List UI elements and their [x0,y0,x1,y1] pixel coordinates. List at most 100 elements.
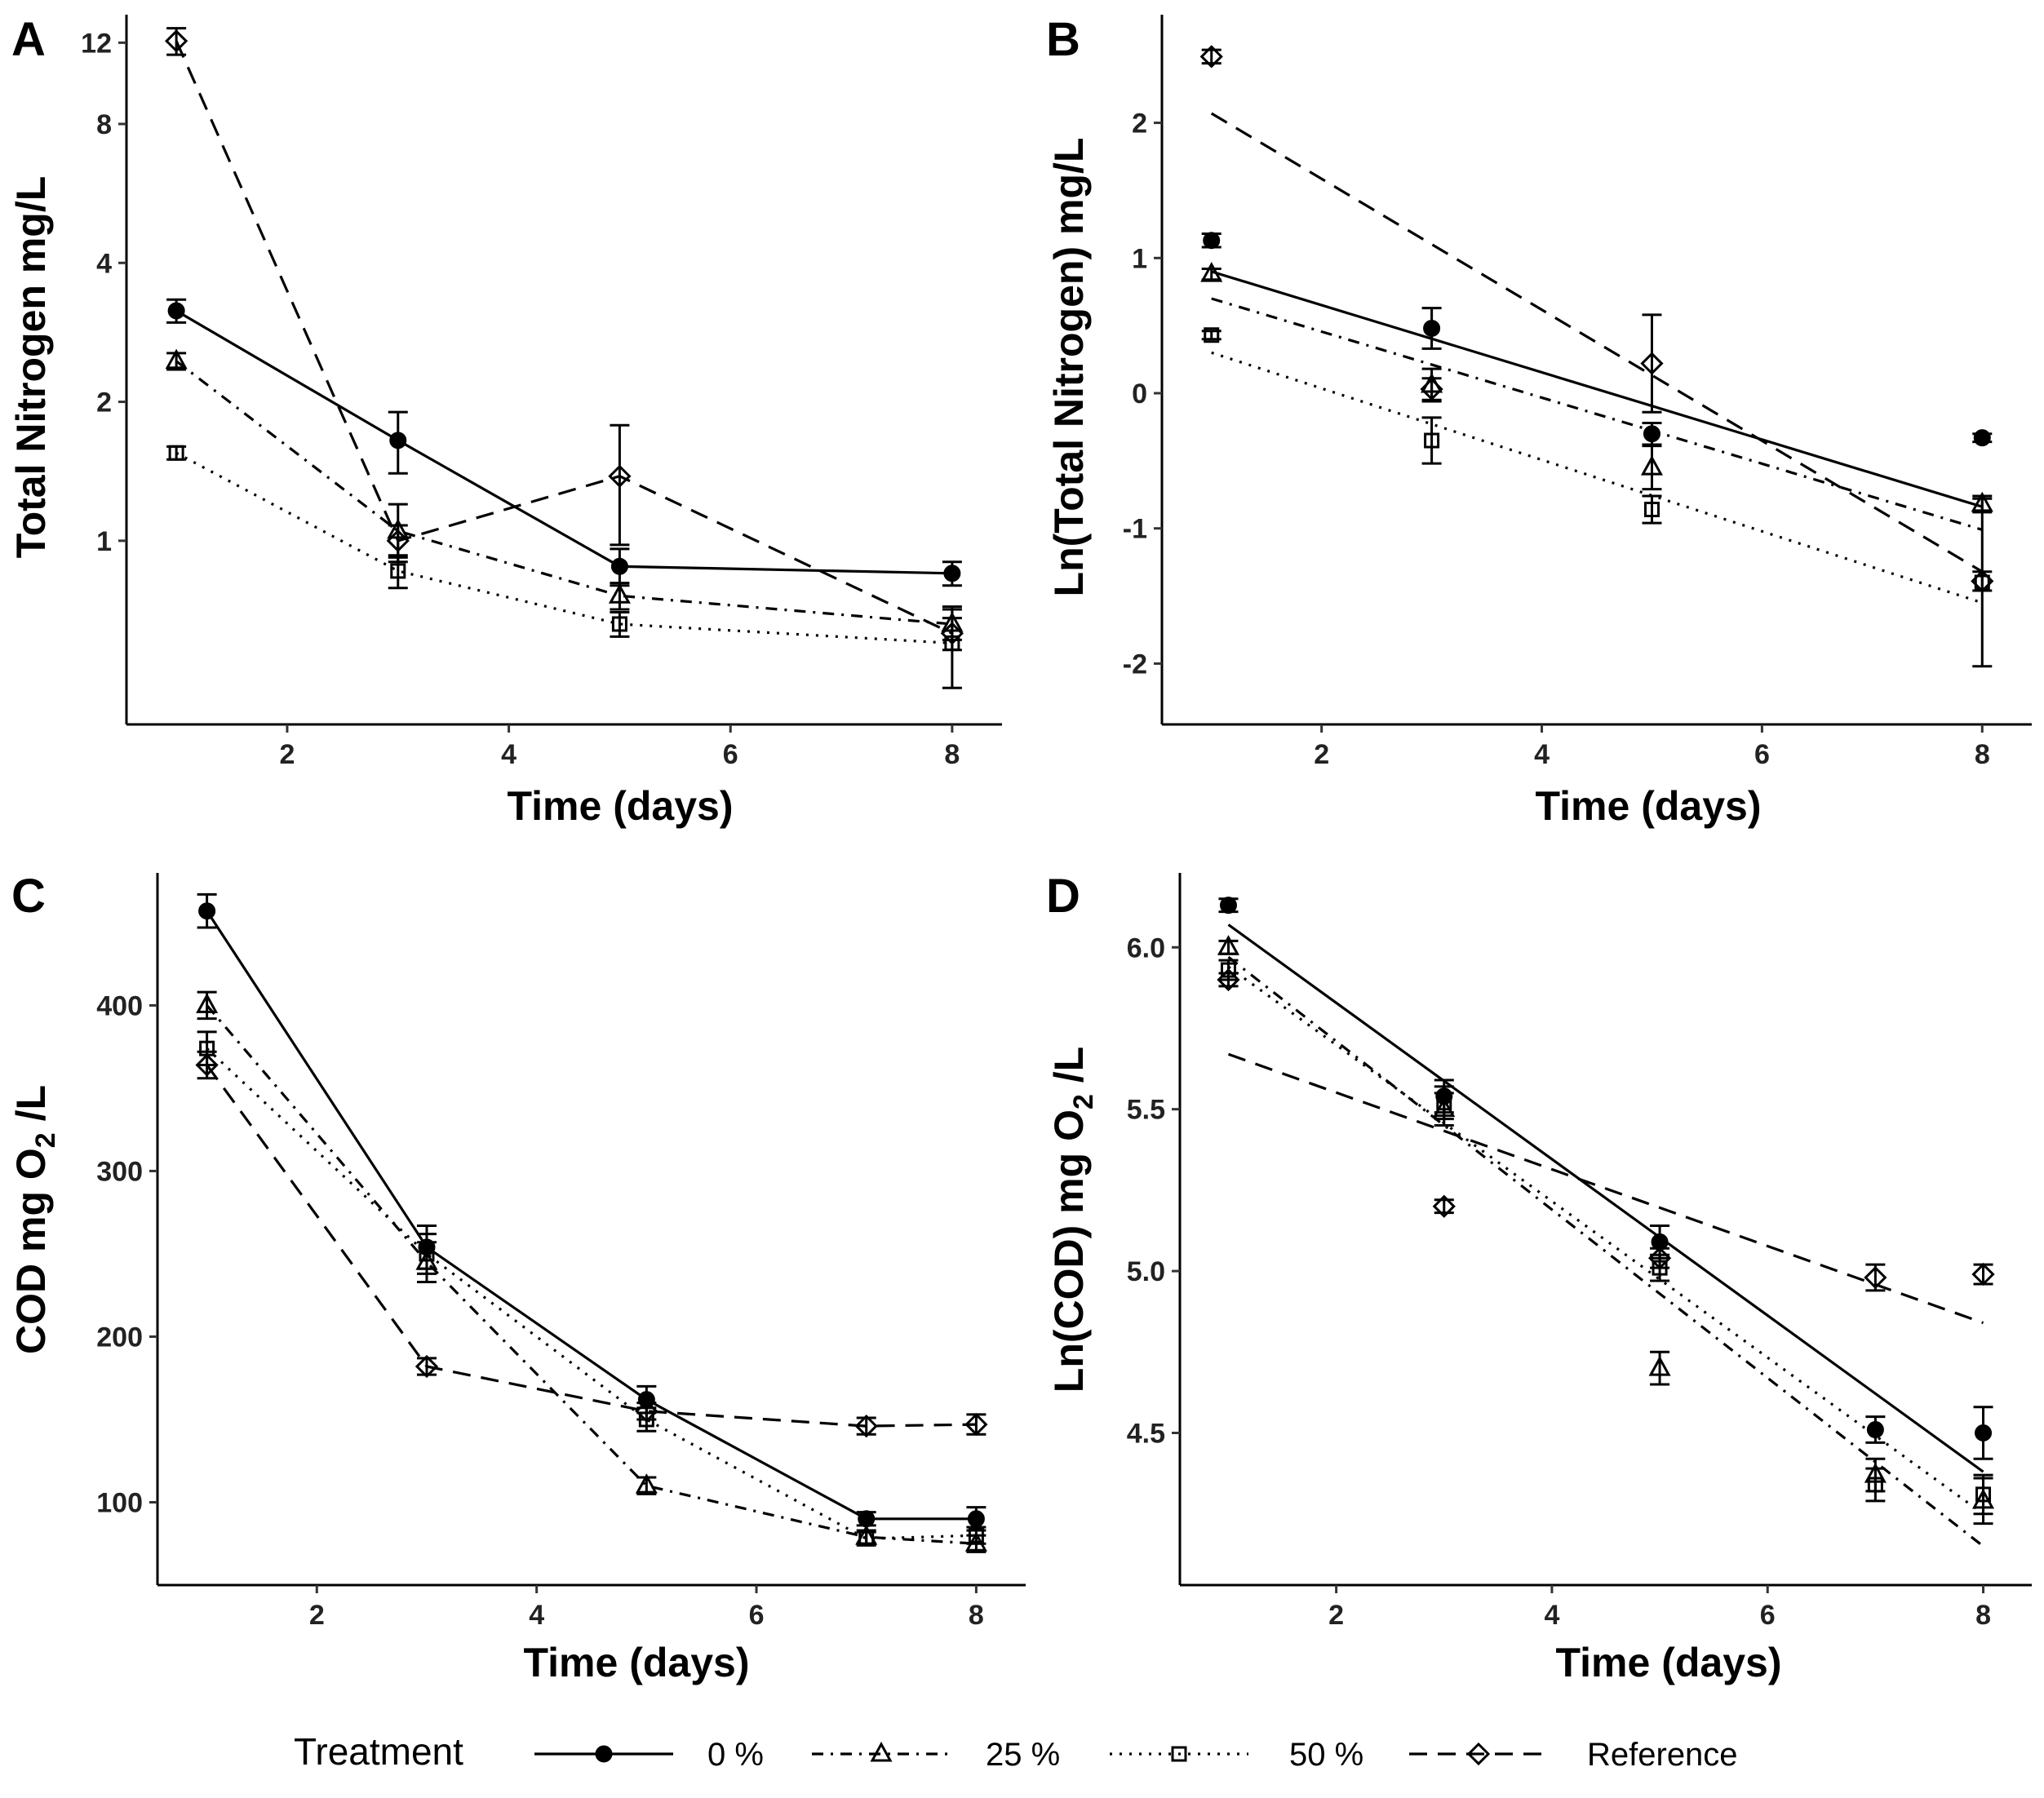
legend-label-50pct: 50 % [1289,1737,1363,1773]
y-axis-title-d: Ln(COD) mg O2 /L [1046,1047,1099,1393]
point-50pct-d [1975,1486,1992,1503]
chart-panel-a: Time (days) Total Nitrogen mg/L [8,176,733,829]
point-reference-a [386,529,410,552]
series-reference-c [195,1050,988,1438]
x-tick-label-c: 4 [529,1600,544,1631]
y-tick-label-d: 5.0 [1127,1256,1165,1287]
point-0pct-b [1203,232,1221,250]
y-tick-label-b: 1 [1132,243,1147,274]
point-0pct-a [943,565,961,582]
point-50pct-c [419,1246,435,1262]
y-tick-label-c: 200 [96,1322,143,1353]
plot-area-c: 2 4 6 8 100 200 300 400 [96,873,1026,1631]
point-50pct-d [1436,1095,1452,1111]
plot-area-b: 2 4 6 8 -2 -1 0 1 2 [1123,15,2032,770]
point-25pct-b [1640,455,1664,476]
point-50pct-b [1424,432,1440,449]
point-25pct-d [1648,1356,1671,1376]
series-line-reference-a [175,40,953,635]
legend-marker-reference [1466,1742,1491,1766]
panel-label-d: D [1046,870,1080,923]
point-50pct-b [1643,502,1660,518]
x-tick-label-a: 2 [279,739,295,770]
point-25pct-b [1200,262,1223,282]
point-reference-d [1217,968,1240,992]
x-tick-label-c: 6 [749,1600,765,1631]
point-25pct-c [196,993,219,1013]
fit-line-0pct-d [1227,923,1984,1473]
fit-line-reference-b [1210,112,1984,574]
y-tick-label-a: 1 [96,526,112,557]
point-reference-c [964,1412,988,1437]
point-0pct-a [389,432,407,450]
y-tick-label-b: 2 [1132,108,1147,140]
legend-title: Treatment [294,1730,463,1773]
legend: Treatment 0 % 25 % 50 % Reference [294,1730,1738,1773]
y-axis-title-b: Ln(Total Nitrogen) mg/L [1046,138,1092,597]
point-reference-a [940,622,964,645]
point-50pct-a [168,445,184,461]
point-0pct-c [198,902,216,920]
x-tick-label-d: 6 [1760,1600,1776,1631]
x-axis-title-c: Time (days) [524,1640,750,1685]
fit-line-0pct-b [1211,270,1983,508]
point-25pct-c [635,1473,658,1494]
point-0pct-b [1973,429,1991,447]
panel-label-b: B [1046,13,1080,66]
point-reference-d [1971,1262,1995,1286]
point-reference-d [1647,1247,1672,1270]
series-reference-b [1199,45,1994,593]
x-tick-label-c: 8 [969,1600,984,1631]
panel-label-c: C [11,870,46,923]
point-reference-d [1432,1194,1456,1218]
y-tick-label-c: 400 [96,990,143,1021]
point-reference-c [195,1053,219,1077]
point-50pct-c [968,1527,984,1543]
legend-item-reference: Reference [1409,1737,1738,1773]
y-tick-label-d: 6.0 [1127,932,1165,963]
point-0pct-b [1643,425,1660,443]
fit-line-reference-d [1227,1052,1984,1325]
x-axis-title-a: Time (days) [508,783,734,829]
series-0pct-a [166,298,962,587]
series-0pct-b [1201,232,1993,508]
chart-panel-d: Time (days) Ln(COD) mg O2 /L [1046,1047,1781,1685]
y-tick-label-a: 12 [81,28,112,59]
legend-label-25pct: 25 % [986,1737,1060,1773]
point-25pct-d [1217,935,1240,955]
x-tick-label-d: 4 [1544,1600,1559,1631]
point-reference-a [164,29,188,53]
series-line-25pct-a [175,360,953,626]
point-50pct-d [1867,1477,1883,1493]
point-50pct-c [858,1530,875,1547]
x-tick-label-a: 8 [944,739,960,770]
point-25pct-a [608,583,631,604]
legend-marker-50pct [1171,1746,1187,1762]
y-tick-label-b: -1 [1123,514,1147,545]
point-reference-c [635,1399,658,1423]
x-tick-label-b: 2 [1314,739,1329,770]
panel-label-a: A [11,13,46,66]
y-tick-label-a: 2 [96,388,112,418]
point-0pct-d [1219,897,1237,914]
legend-label-0pct: 0 % [707,1737,764,1773]
y-axis-title-c: COD mg O2 /L [8,1085,61,1354]
series-reference-d [1217,968,1995,1325]
point-0pct-d [1975,1424,1993,1442]
fit-line-25pct-b [1211,297,1983,531]
series-25pct-b [1200,262,1993,531]
x-tick-label-b: 8 [1975,739,1990,770]
point-25pct-a [165,348,188,370]
x-tick-label-a: 4 [501,739,517,770]
y-tick-label-b: -2 [1123,649,1147,680]
chart-panel-c: Time (days) COD mg O2 /L [8,1085,749,1685]
point-0pct-d [1866,1421,1884,1439]
point-reference-b [1640,352,1664,375]
point-0pct-a [610,557,628,575]
point-reference-d [1864,1265,1887,1290]
point-reference-a [608,464,632,488]
y-tick-label-a: 8 [96,109,112,140]
series-0pct-d [1218,897,1993,1473]
